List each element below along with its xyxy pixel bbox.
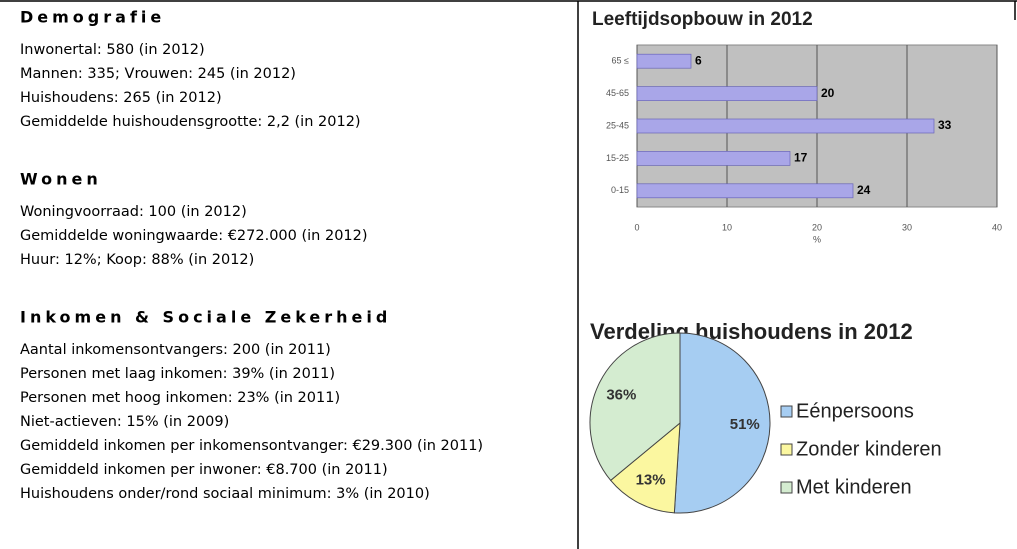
chart-title: Verdeling huishoudens in 2012 [590,319,913,344]
info-line: Aantal inkomensontvangers: 200 (in 2011) [20,342,331,358]
y-tick-label: 45-65 [606,88,629,98]
data-label: 17 [794,151,808,165]
info-line: Gemiddeld inkomen per inwoner: €8.700 (i… [20,462,388,478]
y-tick-label: 65 ≤ [612,56,630,66]
pie-label: 36% [606,386,636,403]
legend-swatch [780,443,793,456]
data-label: 24 [857,183,871,197]
info-line: Gemiddelde huishoudensgrootte: 2,2 (in 2… [20,114,361,130]
bar [636,53,692,69]
x-tick-label: 10 [722,222,732,232]
data-label: 33 [938,118,952,132]
x-tick-label: 40 [992,222,1002,232]
data-label: 6 [695,53,702,67]
info-line: Woningvoorraad: 100 (in 2012) [20,204,247,220]
section-title: Inkomen & Sociale Zekerheid [20,308,391,327]
pie-slice [609,421,681,514]
legend-swatch [780,405,793,418]
legend-label: Met kinderen [796,476,912,498]
legend-label: Eénpersoons [796,400,914,422]
legend-label: Zonder kinderen [796,438,942,460]
pie-slice [673,332,771,514]
chart-title: Leeftijdsopbouw in 2012 [592,9,813,30]
info-line: Huur: 12%; Koop: 88% (in 2012) [20,252,254,268]
info-line: Inwonertal: 580 (in 2012) [20,42,205,58]
pie-label: 51% [730,416,760,433]
x-tick-label: 20 [812,222,822,232]
section-title: Wonen [20,170,102,189]
bar [636,151,791,166]
info-line: Mannen: 335; Vrouwen: 245 (in 2012) [20,66,296,82]
section-title: Demografie [20,8,165,27]
bar [636,118,935,134]
bar [636,86,818,101]
info-line: Personen met hoog inkomen: 23% (in 2011) [20,390,340,406]
x-tick-label: 30 [902,222,912,232]
y-tick-label: 0-15 [611,185,629,195]
bar [636,183,854,199]
info-line: Personen met laag inkomen: 39% (in 2011) [20,366,335,382]
pie-label: 13% [636,472,666,489]
y-tick-label: 25-45 [606,120,629,130]
pie-slice [589,332,681,482]
x-tick-label: 0 [634,222,639,232]
info-line: Huishoudens onder/rond sociaal minimum: … [20,486,430,502]
info-line: Niet-actieven: 15% (in 2009) [20,414,229,430]
y-tick-label: 15-25 [606,153,629,163]
data-label: 20 [821,86,835,100]
info-line: Huishoudens: 265 (in 2012) [20,90,222,106]
legend-swatch [780,481,793,494]
info-line: Gemiddeld inkomen per inkomensontvanger:… [20,438,483,454]
x-axis-label: % [813,234,821,244]
info-line: Gemiddelde woningwaarde: €272.000 (in 20… [20,228,368,244]
